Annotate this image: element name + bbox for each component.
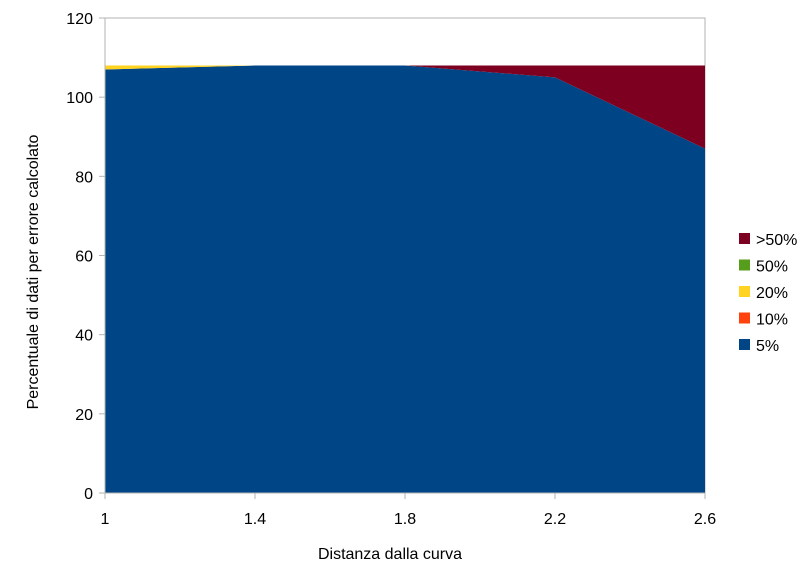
y-tick-label: 80 — [75, 169, 93, 186]
x-tick-label: 2.6 — [694, 511, 716, 528]
x-axis-title: Distanza dalla curva — [318, 546, 462, 563]
legend-swatch — [739, 312, 750, 324]
x-tick-label: 1 — [101, 511, 110, 528]
x-tick-label: 1.4 — [244, 511, 266, 528]
legend-label: 10% — [756, 312, 788, 329]
area-series-4 — [105, 65, 705, 149]
legend-label: >50% — [756, 232, 797, 249]
legend: >50% 50% 20% 10% 5% — [739, 232, 797, 355]
legend-swatch — [739, 286, 750, 297]
y-axis-ticks: 0 20 40 60 80 100 120 — [66, 11, 105, 503]
y-tick-label: 0 — [84, 486, 93, 503]
y-tick-label: 60 — [75, 249, 93, 266]
x-axis-ticks: 1 1.4 1.8 2.2 2.6 — [101, 493, 716, 528]
legend-swatch — [739, 259, 750, 271]
area-series-group — [105, 65, 705, 493]
y-tick-label: 120 — [66, 11, 93, 28]
legend-swatch — [739, 339, 750, 350]
x-tick-label: 2.2 — [544, 511, 566, 528]
legend-swatch — [739, 233, 750, 244]
area-series-0 — [105, 65, 705, 493]
legend-label: 5% — [756, 338, 779, 355]
x-tick-label: 1.8 — [394, 511, 416, 528]
legend-label: 20% — [756, 285, 788, 302]
y-axis-title: Percentuale di dati per errore calcolato — [25, 134, 42, 409]
y-tick-label: 100 — [66, 90, 93, 107]
legend-label: 50% — [756, 259, 788, 276]
y-tick-label: 40 — [75, 328, 93, 345]
y-tick-label: 20 — [75, 407, 93, 424]
